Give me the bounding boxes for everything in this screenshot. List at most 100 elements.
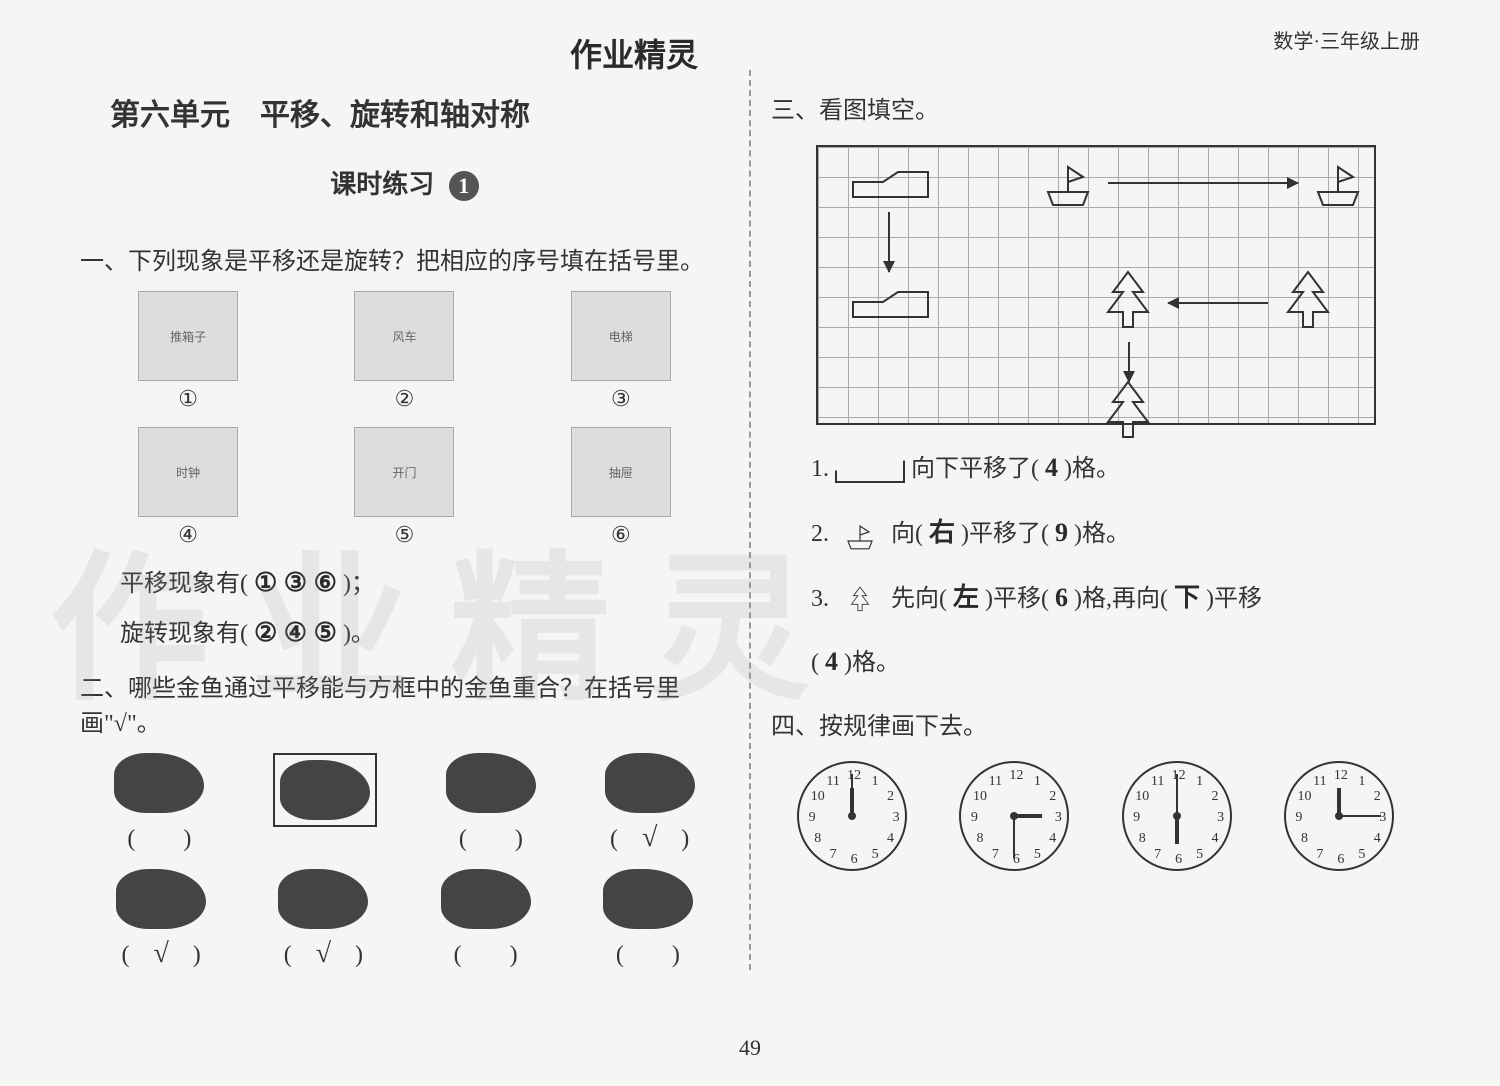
clock-number: 1 (1190, 774, 1210, 790)
unit-title: 第六单元 平移、旋转和轴对称 (110, 90, 729, 134)
clock-number: 12 (1331, 768, 1351, 784)
fish-shape-5 (116, 869, 206, 929)
fish-shape-1 (114, 753, 204, 813)
q3-l3-mid2: )平移( (985, 586, 1049, 612)
q3-l3-a3: 下 (1174, 583, 1200, 612)
q1-img-1: 推箱子 ① (138, 291, 238, 412)
clock-number: 10 (1295, 789, 1315, 805)
shoe-shape-1 (848, 167, 938, 207)
clock-number: 11 (1310, 774, 1330, 790)
lesson-number: 1 (449, 171, 479, 201)
q3-line3b: ( 4 )格。 (811, 639, 1420, 686)
clock-number: 5 (865, 847, 885, 863)
q1-label-5: ⑤ (354, 522, 454, 548)
header-subject: 数学·三年级上册 (1273, 25, 1420, 54)
q1-label-4: ④ (138, 522, 238, 548)
img-clock: 时钟 (138, 427, 238, 517)
q3-l1-ans: 4 (1045, 453, 1058, 482)
fish-6: ( √ ) (278, 869, 368, 970)
q3-line3: 3. 先向( 左 )平移( 6 )格,再向( 下 )平移 (811, 575, 1420, 622)
q3-l3-mid3: )格,再向( (1074, 586, 1168, 612)
clock-number: 6 (1331, 852, 1351, 868)
q1-label-3: ③ (571, 386, 671, 412)
hour-hand (1014, 814, 1042, 818)
q3-grid (816, 145, 1376, 425)
q3-l2-a2: 9 (1055, 518, 1068, 547)
clock-number: 1 (1352, 774, 1372, 790)
clock-number: 12 (844, 768, 864, 784)
fish-5: ( √ ) (116, 869, 206, 970)
tree-icon (835, 585, 885, 615)
arrow-down-2 (1128, 342, 1130, 382)
clock-number: 2 (1043, 789, 1063, 805)
img-elevator: 电梯 (571, 291, 671, 381)
fish-paren-3: ( ) (446, 818, 536, 854)
fish-paren-5: ( √ ) (116, 934, 206, 970)
fish-shape-3 (446, 753, 536, 813)
clock-number: 6 (1006, 852, 1026, 868)
clock-number: 2 (880, 789, 900, 805)
clock-number: 6 (844, 852, 864, 868)
q1-line1-label: 平移现象有( (120, 571, 248, 597)
clock-number: 9 (1289, 810, 1309, 826)
shoe-icon (835, 458, 905, 483)
tree-shape-3 (1098, 377, 1158, 447)
tree-shape-1 (1098, 267, 1158, 337)
fish-box (273, 753, 377, 827)
fish-paren-7: ( ) (441, 934, 531, 970)
fish-shape-8 (603, 869, 693, 929)
q1-label-2: ② (354, 386, 454, 412)
boat-shape-2 (1308, 157, 1368, 207)
minute-hand (1176, 774, 1178, 816)
q1-line2-end: )。 (343, 621, 375, 647)
q1-translation-line: 平移现象有( ① ③ ⑥ )； (120, 563, 729, 598)
clock-number: 12 (1006, 768, 1026, 784)
q3-l1-end: )格。 (1064, 456, 1120, 482)
clock-center (1335, 812, 1343, 820)
fish-3: ( ) (446, 753, 536, 854)
q2-row1: ( ) ( ) ( √ ) (80, 753, 729, 854)
q3-line1: 1. 向下平移了( 4 )格。 (811, 445, 1420, 492)
q3-l3-end: )平移 (1206, 586, 1262, 612)
clock-number: 5 (1027, 847, 1047, 863)
fish-paren-8: ( ) (603, 934, 693, 970)
q3-l3-mid: 先向( (891, 586, 947, 612)
q1-line2-label: 旋转现象有( (120, 621, 248, 647)
fish-shape-7 (441, 869, 531, 929)
handwritten-title: 作业精灵 (570, 30, 698, 76)
q3-l3-pre: 3. (811, 586, 835, 612)
clock-number: 7 (823, 847, 843, 863)
q1-rotation-line: 旋转现象有( ② ④ ⑤ )。 (120, 613, 729, 648)
clock-number: 4 (1205, 831, 1225, 847)
clock-number: 4 (1043, 831, 1063, 847)
arrow-down-1 (888, 212, 890, 272)
clock-number: 9 (964, 810, 984, 826)
clock-number: 8 (1132, 831, 1152, 847)
q3-l3-a2: 6 (1055, 583, 1068, 612)
clock-4: 121234567891011 (1284, 761, 1394, 871)
lesson-label: 课时练习 (330, 170, 434, 199)
clock-number: 7 (985, 847, 1005, 863)
clock-number: 1 (1027, 774, 1047, 790)
clock-number: 9 (802, 810, 822, 826)
fish-paren-1: ( ) (114, 818, 204, 854)
q3-l2-mid: 向( (891, 521, 923, 547)
q3-l2-a1: 右 (929, 518, 955, 547)
clock-number: 11 (1148, 774, 1168, 790)
clock-number: 7 (1310, 847, 1330, 863)
page-container: 第六单元 平移、旋转和轴对称 课时练习 1 一、下列现象是平移还是旋转？把相应的… (60, 60, 1440, 1010)
q3-l3b-ans: 4 (825, 647, 838, 676)
q1-img-6: 抽屉 ⑥ (571, 427, 671, 548)
minute-hand (851, 774, 853, 816)
left-column: 第六单元 平移、旋转和轴对称 课时练习 1 一、下列现象是平移还是旋转？把相应的… (60, 60, 749, 1010)
fish-2 (273, 753, 377, 854)
clock-number: 10 (970, 789, 990, 805)
clock-number: 2 (1367, 789, 1387, 805)
clock-number: 3 (886, 810, 906, 826)
q3-line2: 2. 向( 右 )平移了( 9 )格。 (811, 510, 1420, 557)
q3-l2-end: )格。 (1074, 521, 1130, 547)
lesson-title: 课时练习 1 (80, 164, 729, 201)
q1-img-2: 风车 ② (354, 291, 454, 412)
q1-img-3: 电梯 ③ (571, 291, 671, 412)
q1-label-6: ⑥ (571, 522, 671, 548)
